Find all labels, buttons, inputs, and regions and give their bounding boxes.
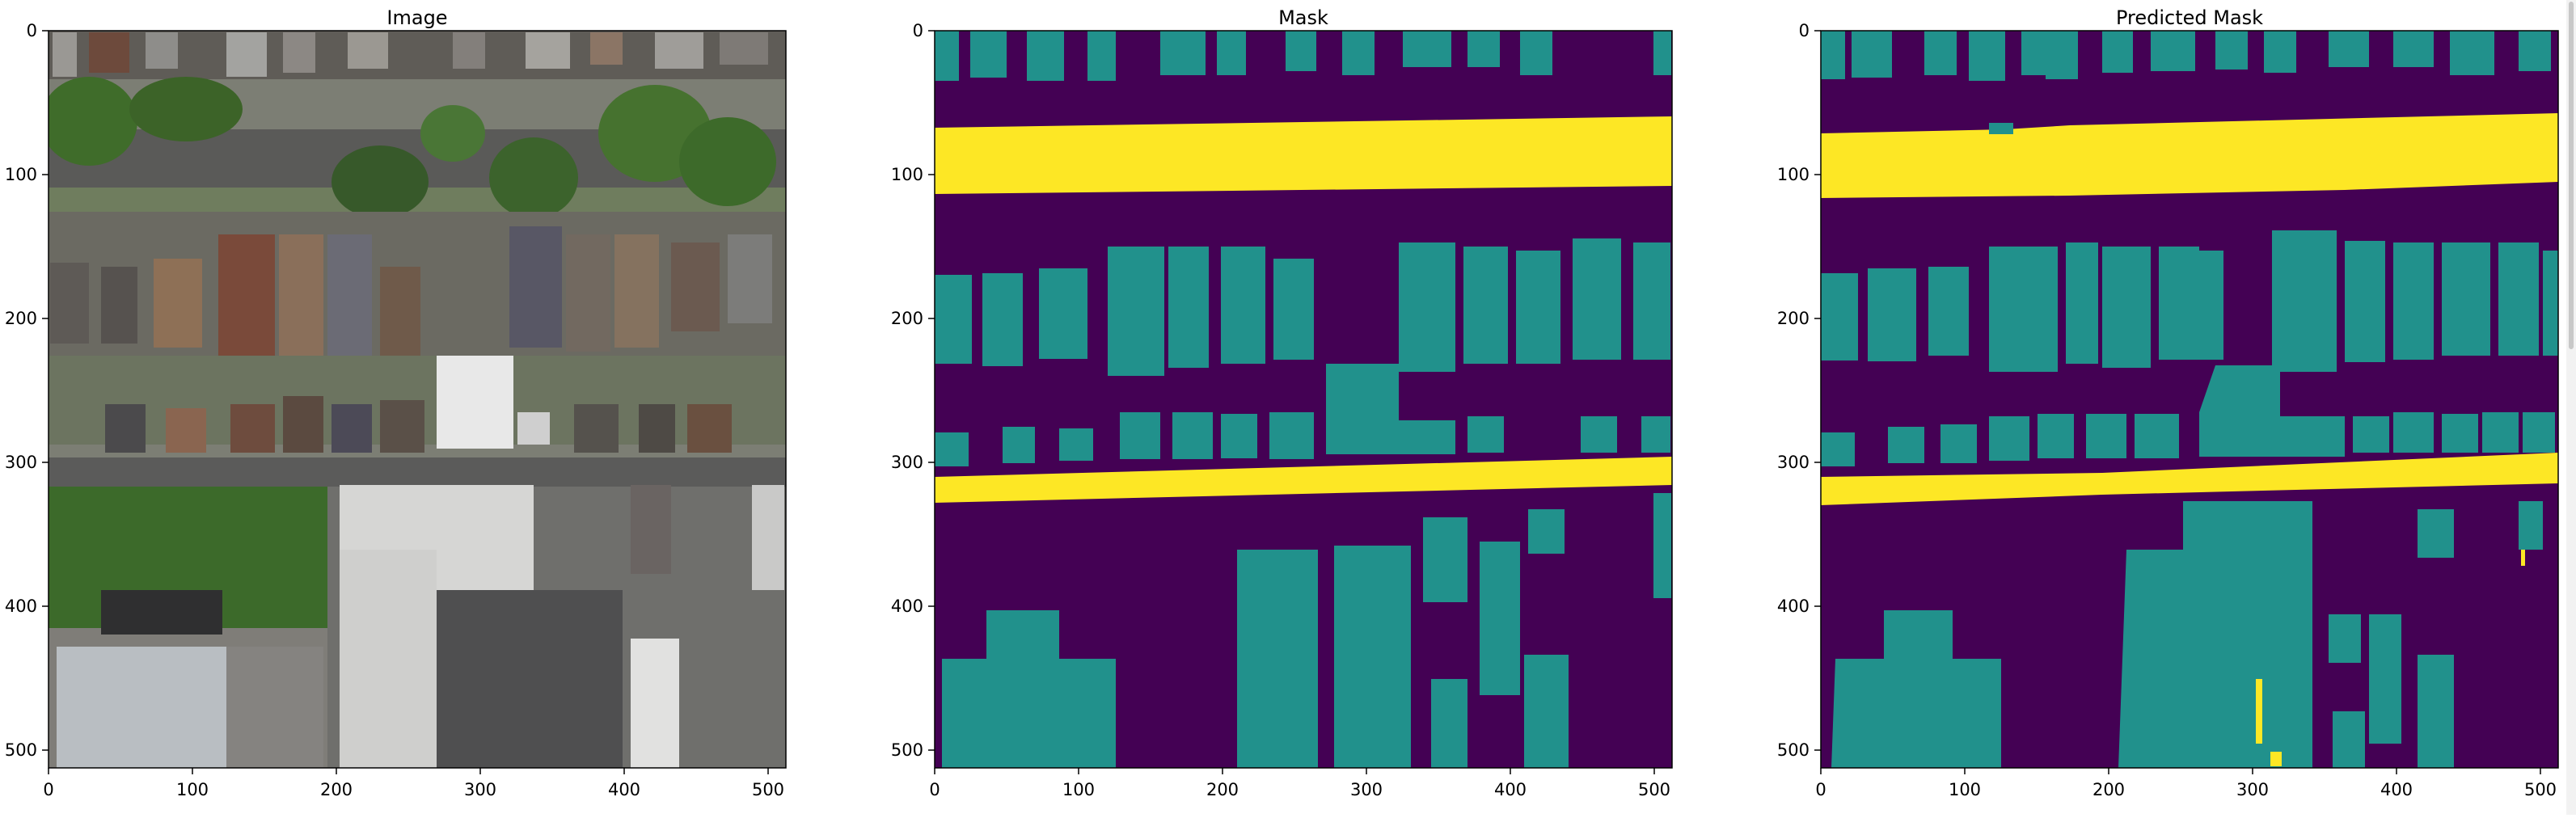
mask-ytick-label: 400	[891, 597, 923, 616]
image-xtick-label: 100	[176, 780, 209, 799]
predicted-mask-xtick-label: 0	[1815, 780, 1826, 799]
image-xtick-label: 400	[608, 780, 640, 799]
mask-xticks: 0 100 200 300 400 500	[929, 768, 1670, 799]
predicted-mask-ytick-label: 100	[1777, 165, 1810, 184]
image-axes-frame	[48, 30, 787, 769]
mask-ytick-label: 100	[891, 165, 923, 184]
scrollbar-thumb[interactable]	[2569, 2, 2574, 349]
image-xtick-label: 0	[43, 780, 53, 799]
mask-xtick-label: 500	[1638, 780, 1670, 799]
mask-xtick-label: 0	[929, 780, 940, 799]
predicted-mask-xtick-label: 100	[1949, 780, 1981, 799]
mask-ytick-label: 300	[891, 453, 923, 472]
image-panel-title: Image	[386, 6, 447, 29]
mask-xtick-label: 100	[1062, 780, 1095, 799]
predicted-mask	[1821, 31, 2558, 768]
image-yticks: 0 100 200 300 400 500	[5, 21, 49, 760]
predicted-mask-ytick-label: 500	[1777, 740, 1810, 760]
mask-yticks: 0 100 200 300 400 500	[891, 21, 935, 760]
mask-panel: Mask	[891, 6, 1673, 799]
mask-axes-frame	[934, 30, 1673, 769]
mask-panel-title: Mask	[1278, 6, 1328, 29]
mask-ytick-label: 500	[891, 740, 923, 760]
predicted-mask-xtick-label: 200	[2092, 780, 2125, 799]
aerial-photo	[49, 31, 786, 768]
predicted-mask-ytick-label: 300	[1777, 453, 1810, 472]
predicted-mask-xtick-label: 400	[2380, 780, 2413, 799]
mask-xtick-label: 300	[1350, 780, 1383, 799]
predicted-mask-xtick-label: 300	[2236, 780, 2269, 799]
predicted-mask-xticks: 0 100 200 300 400 500	[1815, 768, 2557, 799]
output-scrollbar[interactable]	[2566, 0, 2576, 815]
image-ytick-label: 500	[5, 740, 37, 760]
image-ytick-label: 400	[5, 597, 37, 616]
mask-xtick-label: 200	[1206, 780, 1239, 799]
mask-ytick-label: 200	[891, 309, 923, 328]
image-panel: Image	[5, 6, 787, 799]
image-ytick-label: 0	[27, 21, 37, 40]
predicted-mask-xtick-label: 500	[2524, 780, 2557, 799]
predicted-mask-panel-title: Predicted Mask	[2116, 6, 2263, 29]
mask-xtick-label: 400	[1494, 780, 1527, 799]
predicted-mask-yticks: 0 100 200 300 400 500	[1777, 21, 1821, 760]
image-xtick-label: 500	[752, 780, 784, 799]
predicted-mask-ytick-label: 0	[1799, 21, 1810, 40]
predicted-mask-ytick-label: 400	[1777, 597, 1810, 616]
predicted-mask-axes-frame	[1820, 30, 2559, 769]
predicted-mask-panel: Predicted Mask	[1777, 6, 2559, 799]
image-ytick-label: 300	[5, 453, 37, 472]
mask-ytick-label: 0	[913, 21, 923, 40]
image-xtick-label: 200	[320, 780, 353, 799]
image-xticks: 0 100 200 300 400 500	[43, 768, 784, 799]
image-ytick-label: 200	[5, 309, 37, 328]
ground-truth-mask	[935, 31, 1672, 768]
image-xtick-label: 300	[464, 780, 496, 799]
predicted-mask-ytick-label: 200	[1777, 309, 1810, 328]
image-ytick-label: 100	[5, 165, 37, 184]
